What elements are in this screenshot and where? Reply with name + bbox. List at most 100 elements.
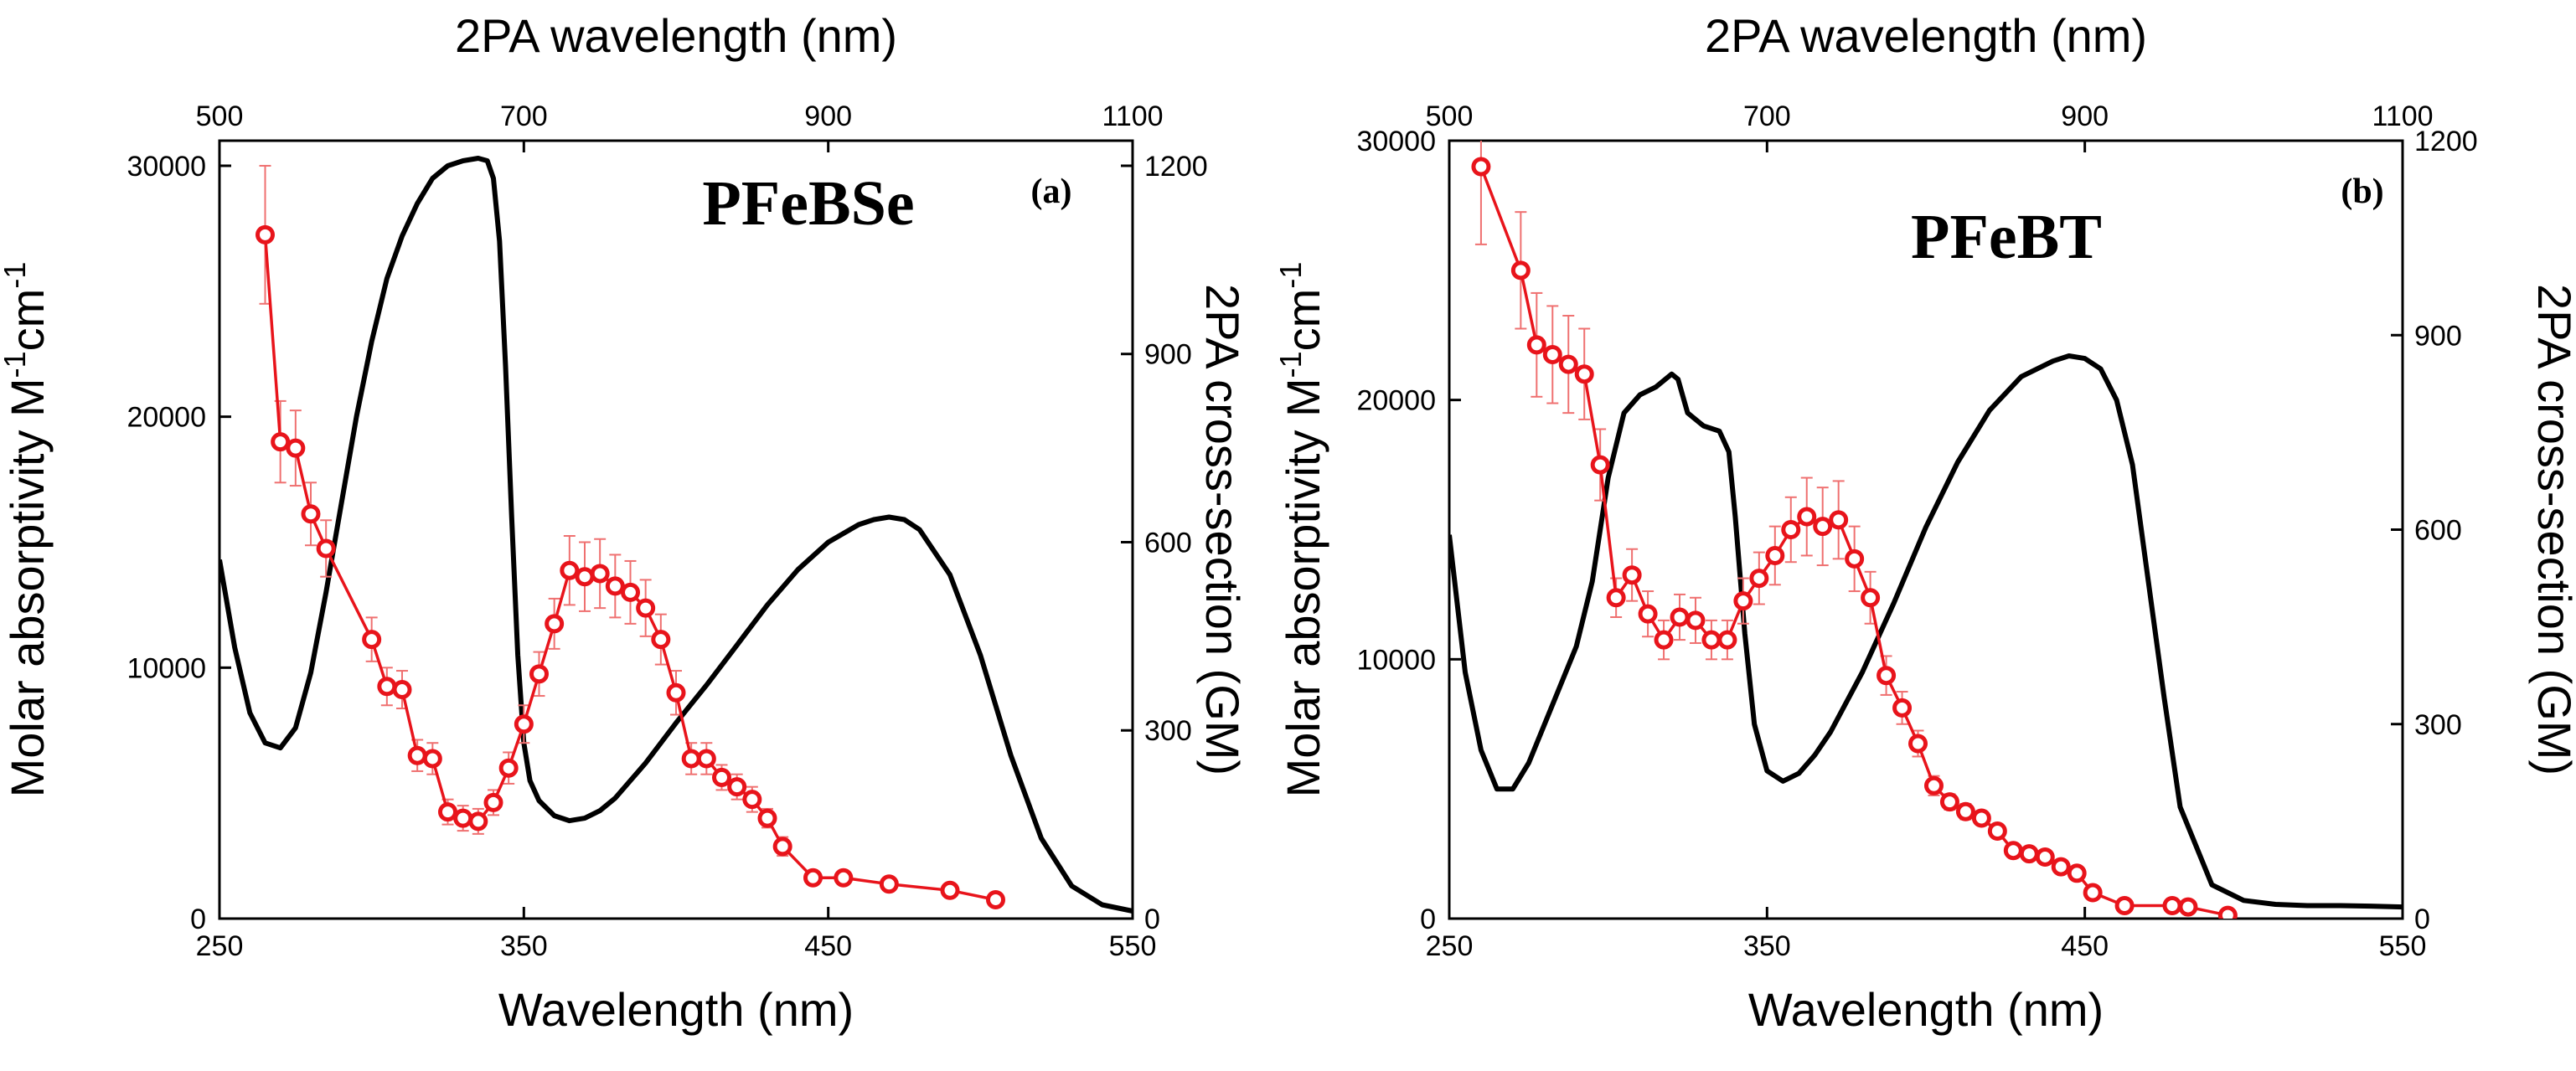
y-right-tick-label: 1200 bbox=[1144, 151, 1208, 183]
y-left-tick-label: 10000 bbox=[126, 652, 206, 684]
top-x-tick-label: 500 bbox=[1426, 100, 1474, 132]
y-left-label-sup2: -1 bbox=[1273, 262, 1308, 289]
tpa-data-point bbox=[1892, 698, 1913, 718]
tpa-data-point bbox=[696, 749, 716, 769]
tpa-data-point bbox=[1670, 607, 1690, 627]
tpa-data-point bbox=[1797, 507, 1817, 527]
y-right-axis-label: 2PA cross-section (GM) bbox=[2528, 284, 2576, 775]
tpa-data-point bbox=[712, 767, 731, 787]
plot-frame bbox=[218, 139, 1134, 920]
tpa-data-point bbox=[1971, 808, 1991, 828]
tpa-data-point bbox=[392, 680, 412, 700]
tpa-data-point bbox=[803, 868, 823, 888]
tpa-data-point bbox=[681, 749, 701, 769]
tpa-data-point bbox=[636, 598, 656, 618]
y-right-tick-label: 300 bbox=[1144, 715, 1192, 747]
tpa-data-point bbox=[1654, 630, 1674, 650]
tpa-data-point bbox=[514, 714, 534, 734]
tpa-data-point bbox=[316, 538, 336, 559]
tpa-data-point bbox=[986, 890, 1005, 910]
tpa-data-point bbox=[545, 614, 565, 634]
y-left-tick-label: 10000 bbox=[1356, 644, 1436, 676]
tpa-data-point bbox=[2035, 847, 2055, 867]
tpa-data-point bbox=[2067, 863, 2087, 883]
top-x-axis-label: 2PA wavelength (nm) bbox=[455, 9, 897, 62]
tpa-data-point bbox=[651, 630, 671, 650]
y-right-tick-label: 900 bbox=[1144, 339, 1192, 371]
x-tick-label: 350 bbox=[1743, 930, 1791, 962]
y-right-tick-label: 600 bbox=[2414, 515, 2462, 547]
tpa-data-point bbox=[590, 564, 610, 584]
absorption-series-line bbox=[1449, 353, 2403, 910]
top-x-tick-label: 700 bbox=[500, 100, 548, 132]
tpa-data-point bbox=[727, 777, 747, 797]
tpa-data-point bbox=[1955, 801, 1975, 821]
tpa-data-point bbox=[2051, 857, 2071, 877]
tpa-data-point bbox=[1781, 520, 1801, 539]
tpa-data-point bbox=[1845, 548, 1865, 569]
tpa-data-point bbox=[1510, 260, 1531, 281]
tpa-data-point bbox=[362, 630, 382, 650]
y-right-tick-label: 1200 bbox=[2414, 126, 2478, 157]
top-x-tick-label: 900 bbox=[804, 100, 852, 132]
y-left-label-main: Molar absorptivity M bbox=[1, 378, 54, 797]
tpa-data-point bbox=[1829, 510, 1849, 530]
tpa-data-point bbox=[1471, 157, 1491, 177]
top-x-tick-label: 1100 bbox=[2372, 100, 2433, 132]
tpa-data-point bbox=[834, 868, 854, 888]
tpa-data-point bbox=[256, 224, 275, 245]
tpa-data-point bbox=[422, 749, 442, 769]
panel-title: PFeBT bbox=[1911, 202, 2102, 272]
tpa-data-point bbox=[1622, 565, 1642, 585]
tpa-data-point bbox=[621, 582, 640, 602]
x-axis-label: Wavelength (nm) bbox=[498, 983, 854, 1036]
tpa-data-point bbox=[742, 790, 762, 810]
y-left-tick-label: 20000 bbox=[126, 402, 206, 434]
tpa-data-point bbox=[757, 808, 777, 828]
tpa-data-point bbox=[483, 792, 503, 812]
tpa-data-point bbox=[1590, 455, 1610, 475]
y-left-label-sup1: -1 bbox=[0, 351, 32, 378]
tpa-data-point bbox=[2114, 896, 2135, 916]
tpa-data-point bbox=[529, 664, 549, 684]
tpa-data-point bbox=[2003, 841, 2023, 861]
tpa-data-point bbox=[1717, 630, 1737, 650]
y-left-label-mid: cm bbox=[1, 289, 54, 352]
panel-letter: (b) bbox=[2341, 172, 2383, 211]
tpa-data-point bbox=[605, 576, 625, 596]
panel-title: PFeBSe bbox=[702, 168, 914, 239]
tpa-data-point bbox=[1923, 775, 1944, 796]
tpa-data-point bbox=[1861, 588, 1881, 608]
tpa-data-point bbox=[1685, 610, 1706, 631]
y-right-tick-label: 0 bbox=[1144, 904, 1160, 935]
y-right-tick-label: 900 bbox=[2414, 320, 2462, 352]
tpa-data-point bbox=[1542, 344, 1562, 364]
tpa-data-point bbox=[1813, 517, 1833, 537]
y-left-axis-label: Molar absorptivity M-1cm-1 bbox=[0, 262, 54, 798]
tpa-data-point bbox=[2178, 897, 2198, 917]
y-left-tick-label: 0 bbox=[190, 904, 206, 935]
top-x-tick-label: 900 bbox=[2061, 100, 2109, 132]
tpa-data-point bbox=[1606, 588, 1626, 608]
x-tick-label: 450 bbox=[2061, 930, 2109, 962]
tpa-data-point bbox=[2162, 896, 2182, 916]
x-axis-label: Wavelength (nm) bbox=[1748, 983, 2104, 1036]
tpa-data-point bbox=[575, 567, 595, 587]
tpa-data-point bbox=[1908, 734, 1928, 754]
tpa-data-point bbox=[1987, 821, 2007, 841]
top-x-axis-label: 2PA wavelength (nm) bbox=[1705, 9, 2147, 62]
absorption-series-line bbox=[219, 156, 1133, 914]
tpa-data-point bbox=[1733, 591, 1753, 611]
x-tick-label: 550 bbox=[2379, 930, 2427, 962]
y-left-tick-label: 30000 bbox=[1356, 126, 1436, 157]
tpa-data-point bbox=[666, 682, 686, 703]
tpa-data-point bbox=[271, 432, 291, 452]
y-right-tick-label: 300 bbox=[2414, 709, 2462, 741]
x-tick-label: 350 bbox=[500, 930, 548, 962]
tpa-data-point bbox=[468, 811, 488, 832]
y-left-axis-label: Molar absorptivity M-1cm-1 bbox=[1273, 262, 1329, 798]
x-tick-label: 250 bbox=[196, 930, 244, 962]
tpa-data-point bbox=[1765, 545, 1785, 565]
